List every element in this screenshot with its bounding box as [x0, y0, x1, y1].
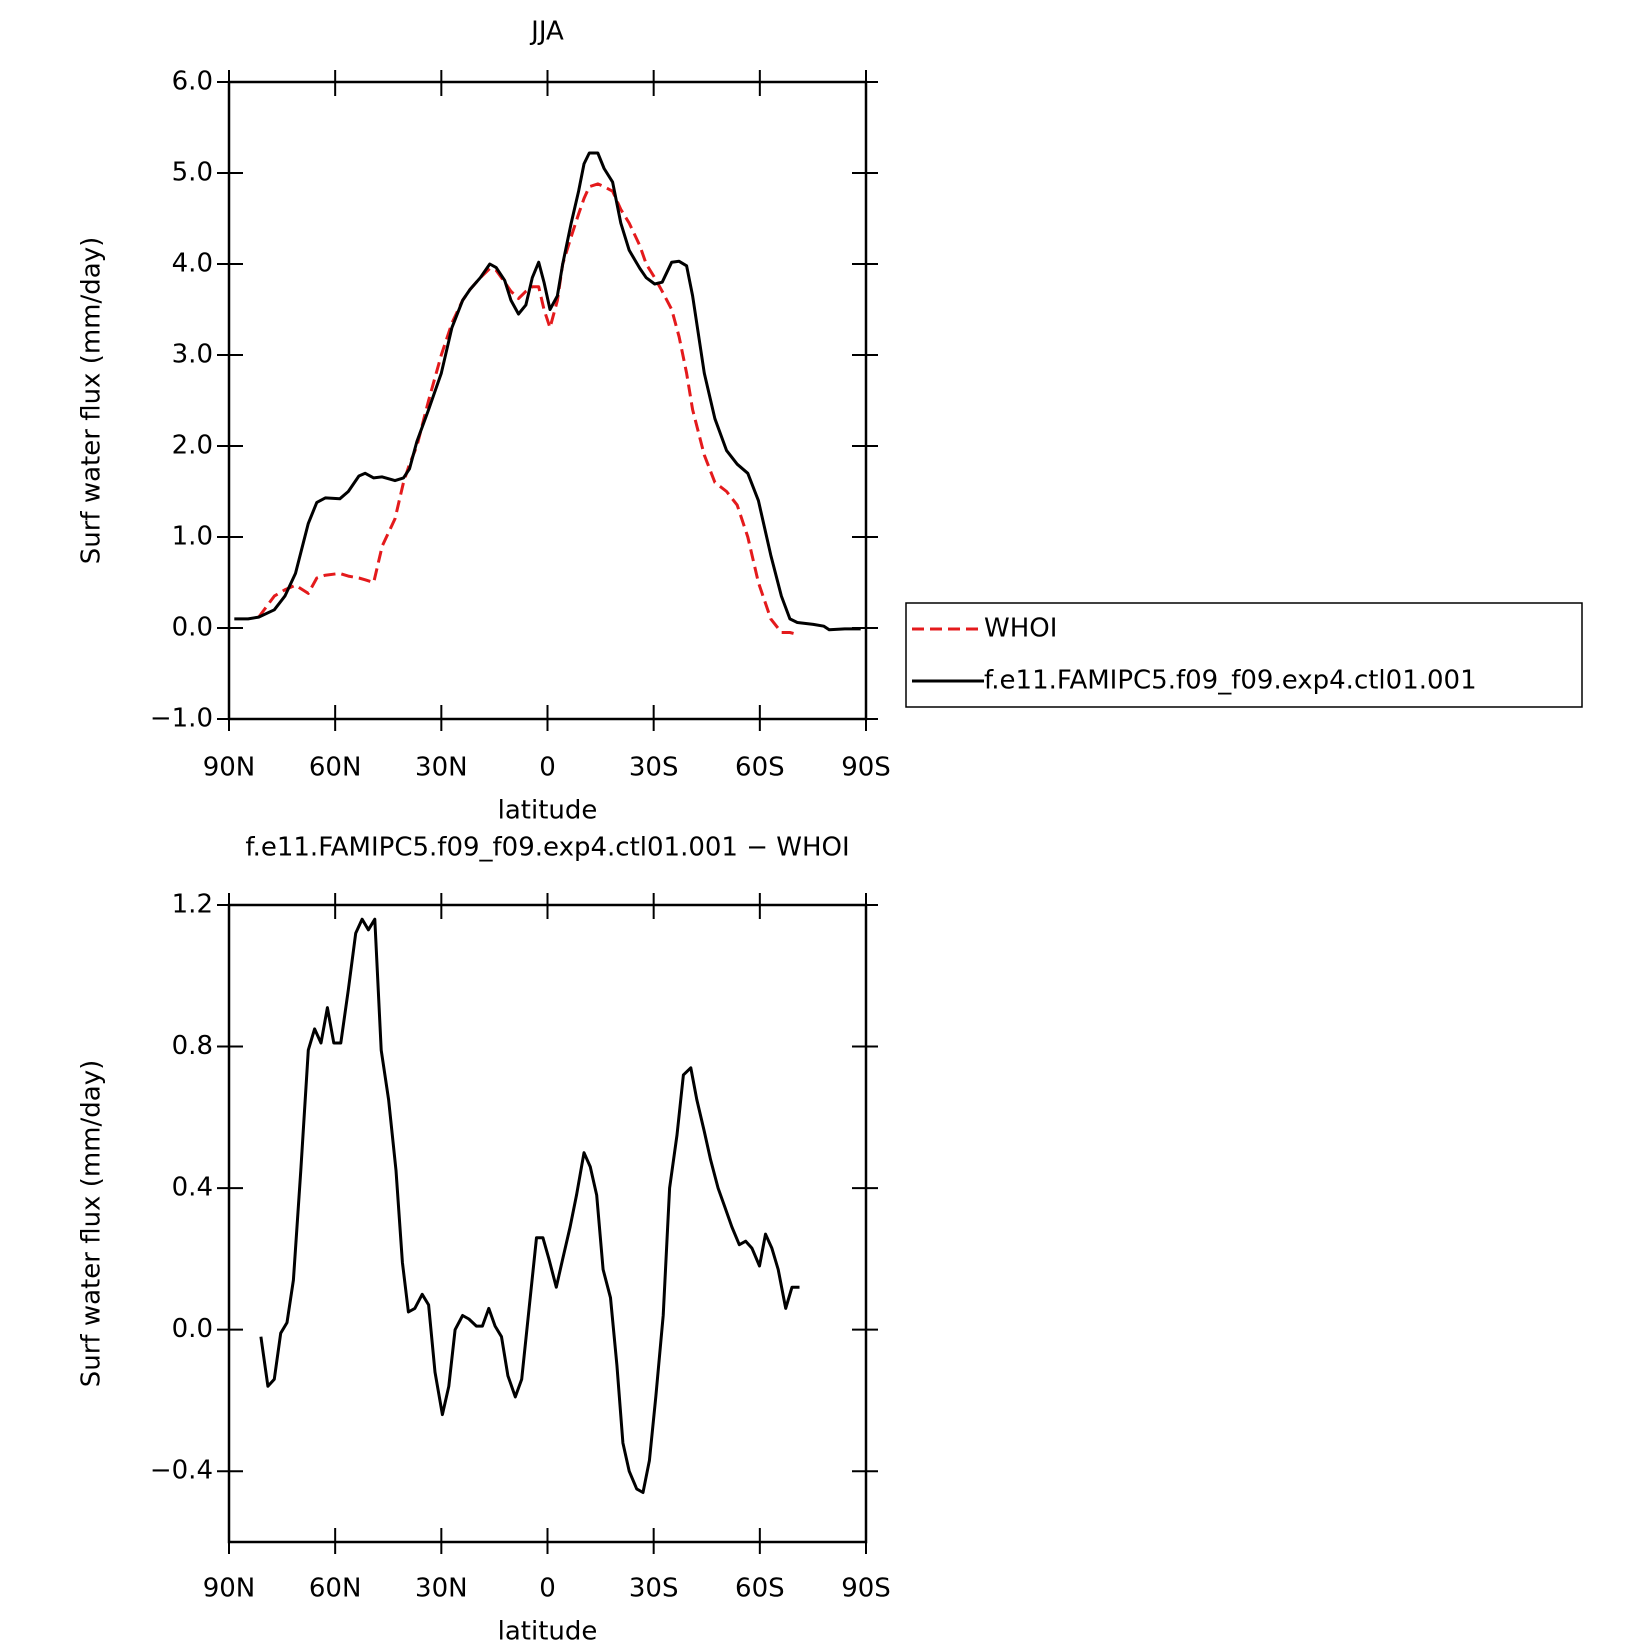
chart-title: f.e11.FAMIPC5.f09_f09.exp4.ctl01.001 − W…	[245, 833, 849, 863]
y-tick-label: 0.8	[172, 1031, 213, 1061]
y-tick-label: 5.0	[172, 158, 213, 188]
y-tick-label: −0.4	[150, 1456, 213, 1486]
x-tick-label: 0	[539, 1574, 556, 1604]
y-tick-label: 1.2	[172, 890, 213, 920]
x-tick-label: 30N	[415, 753, 468, 783]
x-tick-label: 60N	[309, 1574, 362, 1604]
y-tick-label: 1.0	[172, 522, 213, 552]
y-axis-label: Surf water flux (mm/day)	[77, 1060, 107, 1387]
chart-title: JJA	[529, 17, 564, 47]
y-tick-label: 2.0	[172, 431, 213, 461]
x-tick-label: 90N	[203, 753, 256, 783]
y-tick-label: 0.0	[172, 613, 213, 643]
x-axis-label: latitude	[498, 1617, 598, 1647]
x-tick-label: 60S	[735, 1574, 785, 1604]
y-tick-label: 6.0	[172, 67, 213, 97]
x-tick-label: 30S	[629, 753, 679, 783]
plot-frame	[227, 903, 868, 1544]
legend-box	[905, 602, 1583, 708]
x-tick-label: 0	[539, 753, 556, 783]
y-axis-label: Surf water flux (mm/day)	[77, 237, 107, 564]
x-tick-label: 90S	[841, 753, 891, 783]
x-tick-label: 30S	[629, 1574, 679, 1604]
y-tick-label: 0.4	[172, 1173, 213, 1203]
legend-label: WHOI	[984, 614, 1057, 644]
y-tick-label: 4.0	[172, 249, 213, 279]
x-tick-label: 90S	[841, 1574, 891, 1604]
x-tick-label: 30N	[415, 1574, 468, 1604]
data-line	[234, 151, 861, 632]
x-tick-label: 60N	[309, 753, 362, 783]
x-axis-label: latitude	[498, 796, 598, 826]
y-tick-label: 3.0	[172, 340, 213, 370]
x-tick-label: 60S	[735, 753, 785, 783]
y-tick-label: 0.0	[172, 1314, 213, 1344]
plot-frame	[227, 80, 868, 721]
legend-label: f.e11.FAMIPC5.f09_f09.exp4.ctl01.001	[984, 666, 1477, 696]
data-line	[259, 917, 800, 1494]
data-line	[257, 182, 798, 636]
y-tick-label: −1.0	[150, 704, 213, 734]
x-tick-label: 90N	[203, 1574, 256, 1604]
